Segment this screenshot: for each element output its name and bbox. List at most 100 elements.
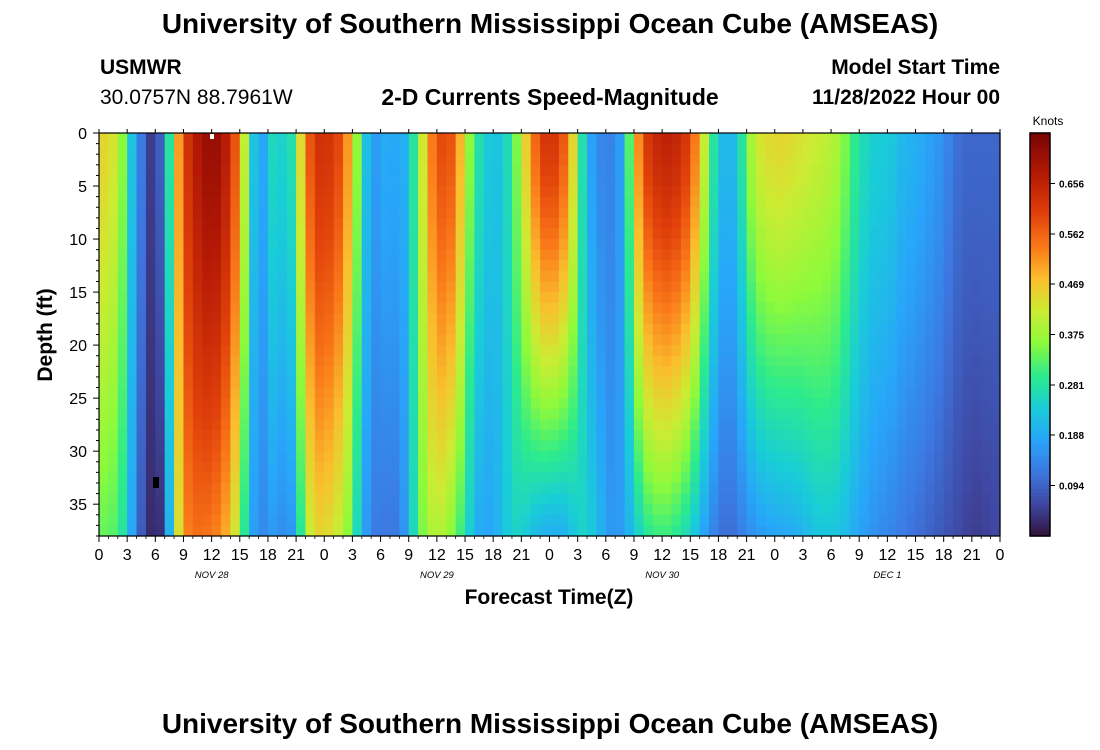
heatmap-cell (202, 461, 213, 473)
heatmap-cell (239, 493, 250, 505)
heatmap-cell (521, 260, 532, 272)
heatmap-cell (145, 398, 156, 410)
heatmap-cell (765, 451, 776, 463)
colorbar-swatch (1030, 327, 1050, 332)
heatmap-cell (615, 408, 626, 420)
heatmap-cell (474, 164, 485, 177)
heatmap-cell (690, 345, 701, 357)
heatmap-cell (915, 419, 926, 431)
heatmap-cell (493, 334, 504, 346)
heatmap-cell (155, 281, 166, 293)
heatmap-cell (568, 323, 579, 336)
heatmap-cell (727, 345, 738, 357)
heatmap-cell (662, 451, 673, 463)
heatmap-cell (249, 143, 260, 155)
colorbar-tick-label: 0.281 (1059, 381, 1084, 392)
heatmap-cell (990, 514, 1001, 526)
heatmap-cell (399, 302, 410, 314)
heatmap-cell (774, 472, 785, 484)
heatmap-cell (239, 451, 250, 463)
heatmap-cell (605, 408, 616, 420)
heatmap-cell (221, 355, 231, 367)
heatmap-cell (643, 217, 654, 230)
heatmap-cell (371, 355, 382, 367)
heatmap-cell (352, 440, 363, 452)
heatmap-cell (690, 355, 701, 367)
heatmap-cell (971, 398, 982, 410)
heatmap-cell (633, 376, 644, 389)
heatmap-cell (333, 143, 344, 155)
heatmap-cell (333, 175, 344, 187)
heatmap-cell (962, 270, 973, 283)
heatmap-cell (267, 472, 278, 484)
heatmap-cell (840, 440, 851, 452)
heatmap-cell (990, 376, 1001, 389)
heatmap-cell (493, 281, 504, 293)
heatmap-cell (380, 281, 391, 293)
heatmap-cell (164, 493, 175, 505)
colorbar-swatch (1030, 331, 1050, 336)
heatmap-cell (277, 270, 288, 283)
heatmap-cell (343, 260, 354, 272)
heatmap-cell (239, 249, 250, 261)
heatmap-cell (305, 133, 316, 145)
x-tick-label: 6 (376, 547, 385, 564)
heatmap-cell (896, 186, 907, 198)
heatmap-cell (408, 313, 419, 325)
heatmap-cell (211, 323, 222, 336)
heatmap-cell (652, 429, 663, 442)
heatmap-cell (511, 186, 522, 198)
heatmap-cell (249, 175, 260, 187)
heatmap-cell (877, 143, 888, 155)
heatmap-cell (577, 419, 588, 431)
heatmap-cell (690, 461, 701, 473)
heatmap-cell (446, 175, 457, 187)
heatmap-cell (277, 461, 288, 473)
heatmap-cell (737, 472, 748, 484)
heatmap-cell (408, 260, 419, 272)
heatmap-cell (784, 493, 795, 505)
heatmap-cell (465, 217, 476, 230)
heatmap-cell (333, 429, 344, 442)
heatmap-cell (821, 504, 832, 516)
heatmap-cell (990, 164, 1001, 177)
heatmap-cell (652, 345, 663, 357)
heatmap-cell (633, 196, 644, 208)
heatmap-cell (577, 366, 588, 378)
heatmap-cell (840, 133, 851, 145)
heatmap-cell (249, 429, 260, 442)
heatmap-cell (418, 133, 429, 145)
heatmap-cell (399, 376, 410, 389)
colorbar-swatch (1030, 166, 1050, 171)
heatmap-cell (286, 154, 297, 166)
heatmap-cell (408, 228, 419, 240)
heatmap-cell (174, 175, 185, 187)
heatmap-cell (680, 196, 691, 208)
heatmap-cell (549, 366, 560, 378)
heatmap-cell (962, 323, 973, 336)
x-tick-label: 21 (963, 547, 981, 564)
heatmap-cell (915, 461, 926, 473)
heatmap-cell (192, 461, 203, 473)
heatmap-cell (465, 355, 476, 367)
heatmap-cell (558, 387, 569, 399)
heatmap-cell (755, 302, 766, 314)
heatmap-cell (990, 440, 1001, 452)
heatmap-cell (793, 366, 804, 378)
heatmap-cell (971, 186, 982, 198)
heatmap-cell (671, 313, 682, 325)
heatmap-cell (652, 323, 663, 336)
heatmap-cell (605, 355, 616, 367)
heatmap-cell (662, 366, 673, 378)
heatmap-cell (380, 302, 391, 314)
heatmap-cell (887, 207, 898, 219)
heatmap-cell (755, 270, 766, 283)
heatmap-cell (474, 175, 485, 187)
heatmap-cell (511, 387, 522, 399)
heatmap-cell (333, 525, 344, 537)
heatmap-cell (408, 249, 419, 261)
heatmap-cell (558, 217, 569, 230)
heatmap-cell (305, 355, 316, 367)
heatmap-cell (455, 451, 466, 463)
heatmap-cell (755, 334, 766, 346)
